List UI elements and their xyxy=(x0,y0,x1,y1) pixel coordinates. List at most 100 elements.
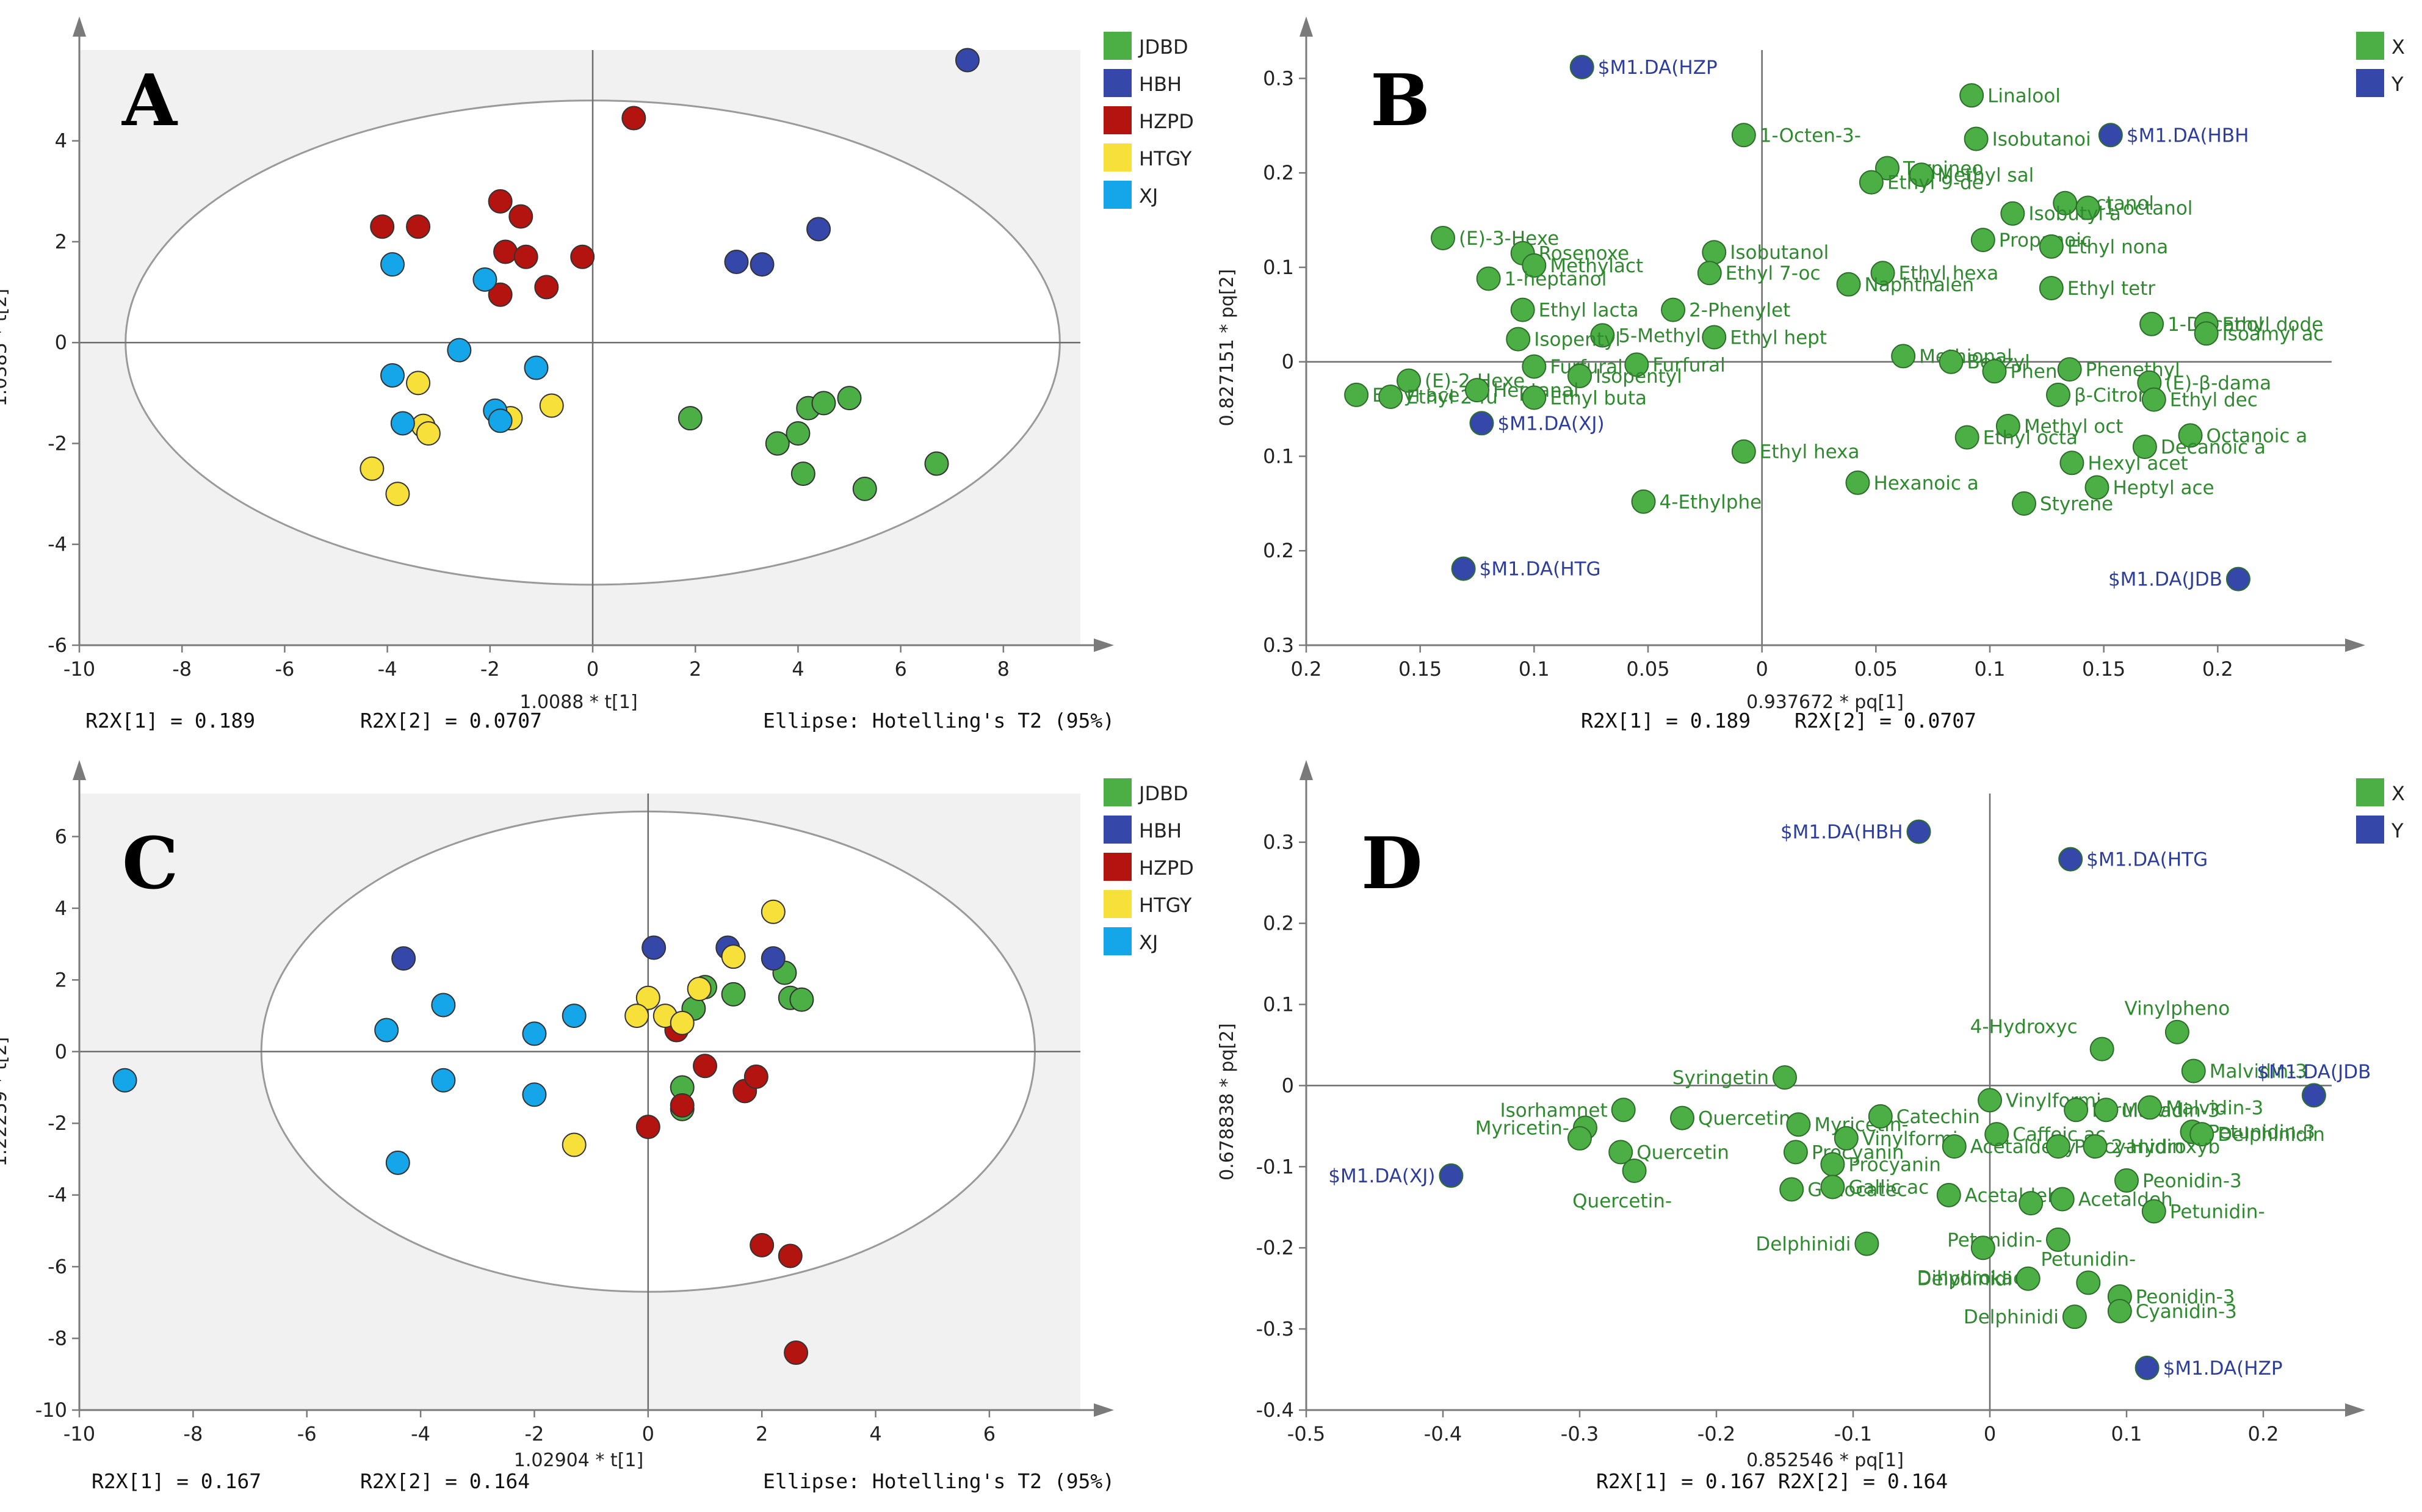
x-loading-point xyxy=(1731,123,1756,148)
y-loading-label: $M1.DA(XJ) xyxy=(1497,413,1604,435)
y-loading-label: $M1.DA(HBH xyxy=(2127,125,2249,146)
x-tick-label: -2 xyxy=(480,657,500,681)
x-loading-label: 1-Octen-3- xyxy=(1760,125,1861,146)
x-loading-point xyxy=(2015,1266,2041,1291)
x-loading-label: Peonidin-3 xyxy=(2142,1170,2242,1192)
footer-stat: Ellipse: Hotelling's T2 (95%) xyxy=(763,709,1115,732)
y-tick-label: 0 xyxy=(1282,1074,1294,1097)
x-loading-label: Procyanin xyxy=(1848,1154,1940,1176)
x-loading-label: Ethyl hexa xyxy=(1899,262,1999,284)
x-tick-label: 4 xyxy=(792,657,804,681)
y-axis-title: 1.0385 * t[2] xyxy=(0,289,11,407)
x-tick-label: -2 xyxy=(525,1422,544,1445)
x-tick-label: 6 xyxy=(894,657,906,681)
y-axis-arrow-icon xyxy=(73,16,86,37)
x-loading-label: Quercetin xyxy=(1636,1141,1729,1163)
point-JDBD xyxy=(790,461,815,487)
x-axis-title: 1.02904 * t[1] xyxy=(514,1450,643,1471)
point-XJ xyxy=(522,1021,547,1046)
x-loading-point xyxy=(2062,1304,2087,1329)
x-loading-point xyxy=(1870,261,1895,286)
x-loading-label: Rosenoxe xyxy=(1539,243,1629,265)
x-loading-label: Hexyl acet xyxy=(2088,452,2188,474)
point-HBH xyxy=(955,48,980,73)
y-axis-title: 1.22259 * t[2] xyxy=(0,1037,11,1167)
point-XJ xyxy=(522,1082,547,1107)
point-HTGY xyxy=(670,1010,695,1035)
point-XJ xyxy=(488,408,513,433)
y-tick-label: 2 xyxy=(55,968,67,991)
x-loading-label: Ethyl tetr xyxy=(2067,278,2156,300)
x-loading-point xyxy=(1510,297,1535,322)
x-loading-label: Malvidin-3 xyxy=(2210,1061,2307,1083)
x-loading-point xyxy=(2075,195,2100,220)
x-loading-point xyxy=(2059,450,2084,476)
point-HTGY xyxy=(360,456,385,481)
panel-D: -0.5 -0.4 -0.3 -0.2 -0.1 0 0.1 0.2-0.4-0.3-0.2-… xyxy=(1216,760,2405,1493)
x-loading-point xyxy=(1344,382,1369,407)
x-loading-label: Cyanidin-3 xyxy=(2136,1301,2237,1323)
x-loading-label: Ethyl hexa xyxy=(1760,441,1860,463)
x-loading-label: Styrene xyxy=(2040,493,2113,515)
x-loading-point xyxy=(2132,435,2157,459)
legend-swatch xyxy=(1104,181,1132,209)
x-tick-label: 2 xyxy=(689,657,701,681)
x-loading-label: Methyl oct xyxy=(2024,416,2124,438)
point-JDBD xyxy=(765,431,790,456)
x-loading-label: Ethyl lacta xyxy=(1539,300,1639,322)
x-loading-point xyxy=(1522,385,1547,410)
x-loading-point xyxy=(2050,1187,2075,1212)
x-axis-title: 0.937672 * pq[1] xyxy=(1746,692,1904,713)
x-loading-point xyxy=(2114,1168,2139,1193)
y-axis-arrow-icon xyxy=(73,760,86,780)
point-HZPD xyxy=(513,244,538,269)
legend-label: HBH xyxy=(1139,73,1182,96)
y-loading-point xyxy=(2225,566,2250,591)
point-JDBD xyxy=(786,421,811,446)
x-loading-label: Naphthalen xyxy=(1865,274,1975,296)
y-loading-point xyxy=(1569,54,1594,79)
legend-swatch xyxy=(1104,106,1132,134)
legend-swatch xyxy=(2356,816,2384,844)
y-loading-point xyxy=(1451,556,1476,581)
x-loading-point xyxy=(1854,1231,1879,1256)
x-loading-point xyxy=(2064,1098,2089,1123)
point-HTGY xyxy=(635,985,660,1010)
footer-stat: R2X[1] = 0.167 R2X[2] = 0.164 xyxy=(1596,1469,1948,1493)
y-tick-label: -6 xyxy=(48,634,67,657)
point-HZPD xyxy=(784,1340,809,1366)
x-loading-point xyxy=(1590,323,1615,348)
x-loading-point xyxy=(2194,321,2219,346)
x-loading-point xyxy=(1954,425,1979,450)
point-HTGY xyxy=(624,1004,649,1029)
x-tick-label: -0.4 xyxy=(1424,1422,1462,1445)
x-loading-point xyxy=(1506,327,1531,352)
y-tick-label: 0.1 xyxy=(1263,993,1294,1016)
x-loading-point xyxy=(1670,1105,1694,1130)
x-loading-label: Hexanoic a xyxy=(1873,472,1978,494)
y-tick-label: 0.1 xyxy=(1263,256,1294,279)
x-axis-arrow-icon xyxy=(2345,1403,2365,1417)
panel-letter: C xyxy=(122,822,178,905)
x-loading-point xyxy=(1631,489,1656,514)
point-HZPD xyxy=(621,106,646,131)
point-HZPD xyxy=(488,189,513,214)
x-loading-point xyxy=(2012,491,2036,516)
x-loading-point xyxy=(1608,1140,1633,1165)
y-tick-label: 0.3 xyxy=(1263,67,1294,90)
x-loading-point xyxy=(2089,1036,2114,1062)
x-loading-label: 5-Methyl xyxy=(1618,325,1701,347)
point-HBH xyxy=(806,217,831,242)
y-axis-title: 0.678838 * pq[2] xyxy=(1216,1023,1238,1181)
point-HBH xyxy=(642,935,667,960)
x-tick-label: 0.1 xyxy=(1975,657,2006,681)
y-axis-title: 0.827151 * pq[2] xyxy=(1216,269,1238,427)
x-loading-label: Myricetin- xyxy=(1814,1114,1908,1136)
point-XJ xyxy=(472,267,497,292)
x-loading-point xyxy=(1836,272,1861,297)
y-loading-label: $M1.DA(HTG xyxy=(2086,849,2208,871)
x-tick-label: -4 xyxy=(411,1422,430,1445)
x-tick-label: 0.2 xyxy=(1291,657,1322,681)
x-loading-label: Phenethyl xyxy=(2086,359,2180,381)
